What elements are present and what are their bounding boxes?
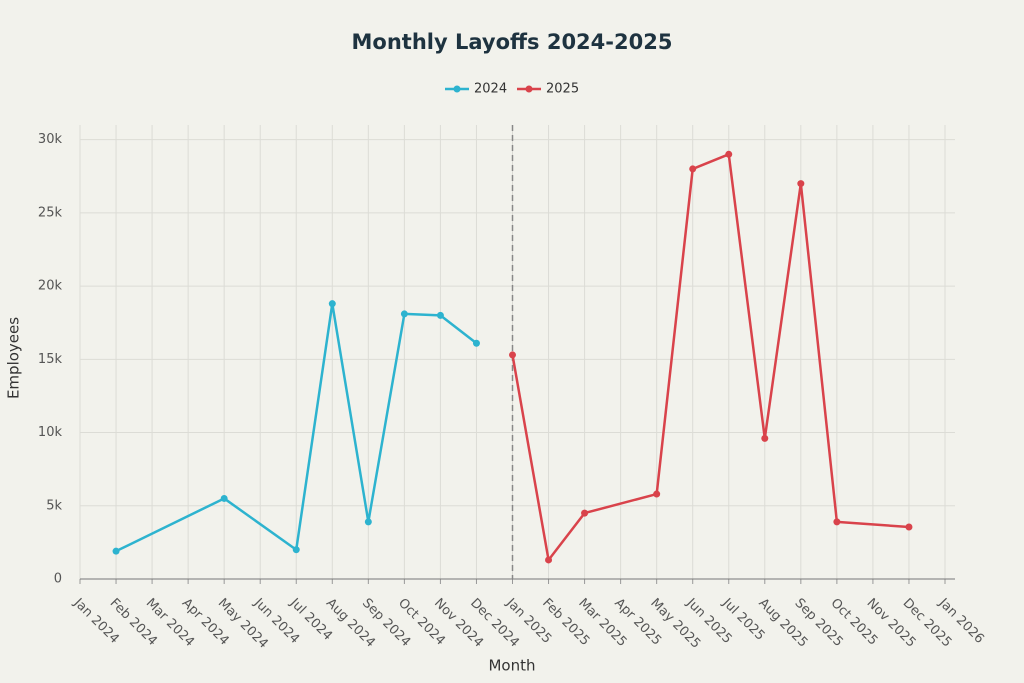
- data-point: [112, 547, 120, 555]
- y-tick-label: 15k: [38, 352, 63, 367]
- series-line: [115, 302, 478, 553]
- data-point: [689, 165, 697, 173]
- legend-label: 2024: [474, 82, 507, 97]
- y-tick-label: 20k: [38, 279, 63, 294]
- y-tick-label: 25k: [38, 205, 63, 220]
- y-tick-label: 0: [54, 572, 62, 587]
- y-tick-label: 10k: [38, 425, 63, 440]
- data-point: [364, 518, 372, 526]
- data-point: [581, 509, 589, 517]
- data-point: [797, 180, 805, 188]
- data-point: [328, 300, 336, 308]
- data-point: [761, 434, 769, 442]
- data-point: [292, 546, 300, 554]
- y-tick-label: 30k: [38, 132, 63, 147]
- legend-marker: [453, 85, 461, 93]
- series-line: [511, 153, 910, 562]
- y-axis-title: Employees: [5, 317, 23, 399]
- data-point: [400, 310, 408, 318]
- legend-label: 2025: [546, 82, 579, 97]
- chart-title: Monthly Layoffs 2024-2025: [352, 30, 673, 54]
- data-point: [436, 311, 444, 319]
- x-axis-title: Month: [488, 657, 535, 675]
- data-point: [545, 556, 553, 564]
- data-point: [653, 490, 661, 498]
- data-point: [509, 351, 516, 359]
- legend-marker: [525, 85, 533, 93]
- y-tick-label: 5k: [46, 498, 62, 513]
- data-point: [833, 518, 841, 526]
- data-point: [472, 339, 480, 347]
- data-point: [905, 523, 913, 531]
- data-point: [220, 494, 228, 502]
- data-point: [725, 150, 733, 158]
